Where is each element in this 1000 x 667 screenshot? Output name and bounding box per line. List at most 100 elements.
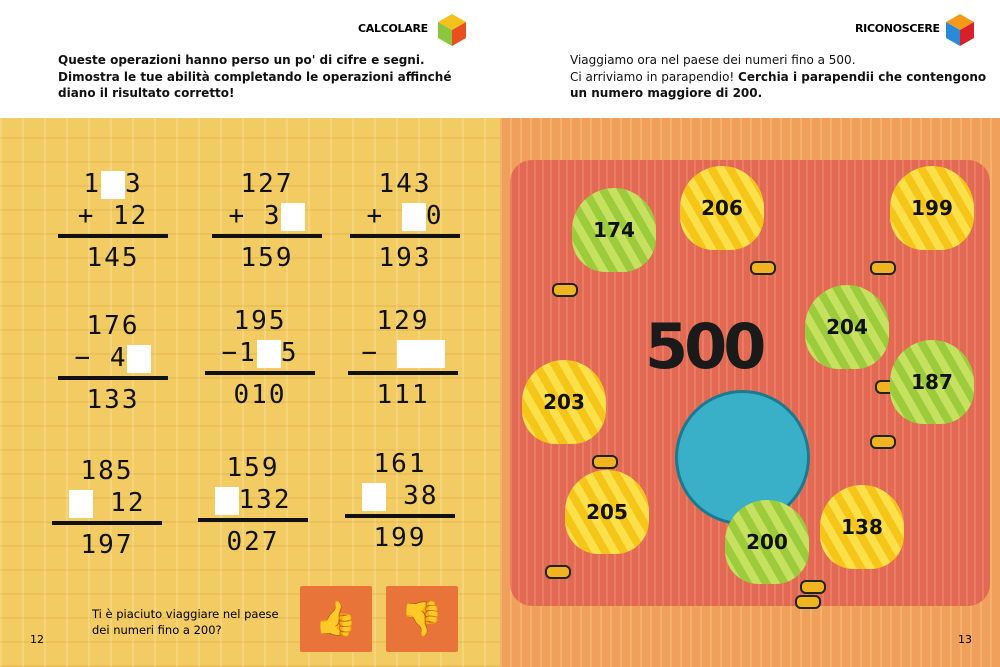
paraglider-number: 199 — [911, 196, 953, 220]
question-text: Ti è piaciuto viaggiare nel paese dei nu… — [92, 606, 279, 638]
thumbs-down-button[interactable]: 👎 — [386, 586, 458, 652]
section-label: RICONOSCERE — [855, 22, 940, 35]
instruction-line: Ci arriviamo in parapendio! — [570, 69, 739, 84]
result-line — [52, 521, 162, 525]
operand-top: 185 — [80, 456, 134, 486]
operand-second: + 12 — [77, 201, 149, 231]
question-line: Ti è piaciuto viaggiare nel paese — [92, 607, 279, 621]
blank-digit-box[interactable] — [127, 344, 152, 373]
result: 199 — [373, 523, 427, 553]
operation: 195 −1 5 010 — [205, 305, 315, 411]
operand-top: 143 — [378, 169, 432, 199]
blank-digit-box[interactable] — [214, 486, 239, 515]
instructions: Viaggiamo ora nel paese dei numeri fino … — [570, 52, 986, 102]
operation: 176− 4 133 — [58, 310, 168, 416]
result: 010 — [233, 380, 287, 410]
instruction-bold: Cerchia i parapendii che contengono — [738, 69, 987, 84]
paraglider-pilot — [800, 580, 826, 594]
paraglider-pilot — [552, 283, 578, 297]
left-header: CALCOLARE Queste operazioni hanno perso … — [0, 0, 500, 118]
paraglider-number: 204 — [826, 315, 868, 339]
paraglider[interactable]: 199 — [890, 166, 974, 250]
result: 027 — [226, 527, 280, 557]
operand-second: + 3 — [212, 200, 322, 232]
result-line — [345, 514, 455, 518]
paraglider-pilot — [870, 435, 896, 449]
result: 133 — [86, 385, 140, 415]
paraglider[interactable]: 187 — [890, 340, 974, 424]
right-header: RICONOSCERE Viaggiamo ora nel paese dei … — [500, 0, 1000, 118]
thumbs-up-icon: 👍 — [314, 599, 358, 639]
globe-illustration — [675, 390, 810, 525]
operand-top: 161 — [373, 449, 427, 479]
blank-digit-box[interactable] — [401, 202, 426, 231]
paraglider-number: 187 — [911, 370, 953, 394]
instruction-bold: un numero maggiore di 200. — [570, 86, 763, 100]
recognize-cube-icon — [946, 14, 974, 46]
paraglider-number: 138 — [841, 515, 883, 539]
operand-top: 176 — [86, 311, 140, 341]
section-label: CALCOLARE — [358, 22, 428, 35]
operand-second: 12 — [52, 487, 162, 519]
operation: 159 132 027 — [198, 452, 308, 558]
paraglider[interactable]: 204 — [805, 285, 889, 369]
paraglider-number: 174 — [593, 218, 635, 242]
thumbs-up-button[interactable]: 👍 — [300, 586, 372, 652]
result: 145 — [86, 243, 140, 273]
operation: 129− 111 — [348, 305, 458, 411]
instruction-line: Viaggiamo ora nel paese dei numeri fino … — [570, 53, 856, 67]
operand-second: − — [348, 337, 458, 369]
paraglider[interactable]: 174 — [572, 188, 656, 272]
left-page: CALCOLARE Queste operazioni hanno perso … — [0, 0, 500, 667]
operand-second: − 4 — [58, 342, 168, 374]
result: 193 — [378, 243, 432, 273]
paraglider-pilot — [870, 261, 896, 275]
result: 111 — [376, 380, 430, 410]
operation: 127 + 3 159 — [212, 168, 322, 274]
right-page: 500 174 206 199 204 187 203 205 200 138 RICONOSC… — [500, 0, 1000, 667]
paraglider[interactable]: 138 — [820, 485, 904, 569]
blank-digit-box[interactable] — [396, 339, 421, 368]
operand-top: 159 — [226, 453, 280, 483]
result-line — [198, 518, 308, 522]
paraglider-pilot — [795, 595, 821, 609]
paraglider[interactable]: 205 — [565, 470, 649, 554]
operation: 185 12 197 — [52, 455, 162, 561]
operation: 161 38 199 — [345, 448, 455, 554]
paraglider-pilot — [750, 261, 776, 275]
instructions: Queste operazioni hanno perso un po' di … — [58, 52, 451, 102]
result-line — [350, 234, 460, 238]
operand-top: 127 — [240, 169, 294, 199]
operand-second: 132 — [198, 484, 308, 516]
paraglider[interactable]: 200 — [725, 500, 809, 584]
orange-background: 500 174 206 199 204 187 203 205 200 138 — [500, 118, 1000, 667]
instruction-line: diano il risultato corretto! — [58, 86, 235, 100]
paraglider-number: 205 — [586, 500, 628, 524]
blank-digit-box[interactable] — [420, 339, 445, 368]
result-line — [348, 371, 458, 375]
paraglider-pilot — [592, 455, 618, 469]
blank-digit-box[interactable] — [101, 170, 125, 199]
paraglider[interactable]: 203 — [522, 360, 606, 444]
illustration-panel: 500 174 206 199 204 187 203 205 200 138 — [510, 160, 990, 609]
operand-second: + 0 — [366, 201, 444, 231]
operand-top: 195 — [233, 306, 287, 336]
title-number: 500 — [645, 310, 766, 383]
result: 159 — [240, 243, 294, 273]
operand-second: −1 5 — [221, 338, 299, 368]
operation: 143 + 0 193 — [350, 168, 460, 274]
paraglider-pilot — [545, 565, 571, 579]
result: 197 — [80, 530, 134, 560]
blank-digit-box[interactable] — [256, 339, 281, 368]
paraglider-number: 206 — [701, 196, 743, 220]
result-line — [205, 371, 315, 375]
blank-digit-box[interactable] — [68, 489, 93, 518]
blank-digit-box[interactable] — [361, 482, 386, 511]
result-line — [58, 376, 168, 380]
paraglider-number: 203 — [543, 390, 585, 414]
paraglider[interactable]: 206 — [680, 166, 764, 250]
operand-second: 38 — [345, 480, 455, 512]
blank-digit-box[interactable] — [281, 202, 306, 231]
thumbs-down-icon: 👎 — [400, 599, 444, 639]
